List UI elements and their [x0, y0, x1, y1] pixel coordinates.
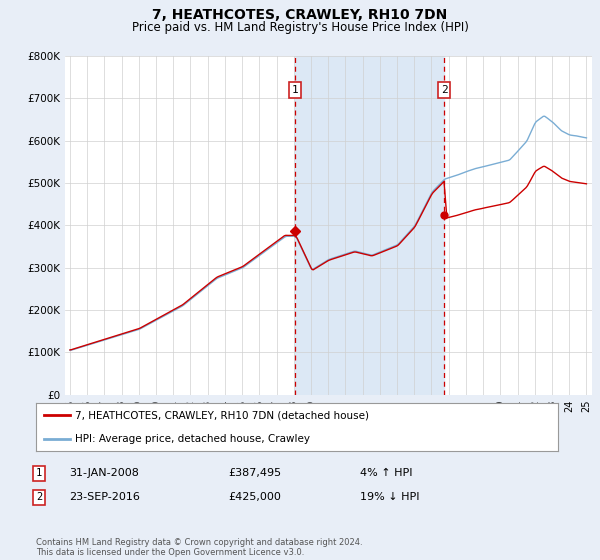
Text: 2: 2 [440, 85, 448, 95]
Text: £387,495: £387,495 [228, 468, 281, 478]
Text: £425,000: £425,000 [228, 492, 281, 502]
Text: 1: 1 [36, 468, 42, 478]
Text: 7, HEATHCOTES, CRAWLEY, RH10 7DN: 7, HEATHCOTES, CRAWLEY, RH10 7DN [152, 8, 448, 22]
Text: Contains HM Land Registry data © Crown copyright and database right 2024.
This d: Contains HM Land Registry data © Crown c… [36, 538, 362, 557]
Text: 23-SEP-2016: 23-SEP-2016 [69, 492, 140, 502]
Text: 19% ↓ HPI: 19% ↓ HPI [360, 492, 419, 502]
Text: HPI: Average price, detached house, Crawley: HPI: Average price, detached house, Craw… [75, 434, 310, 444]
Text: 2: 2 [36, 492, 42, 502]
Text: 7, HEATHCOTES, CRAWLEY, RH10 7DN (detached house): 7, HEATHCOTES, CRAWLEY, RH10 7DN (detach… [75, 410, 369, 420]
Text: 4% ↑ HPI: 4% ↑ HPI [360, 468, 413, 478]
Text: 1: 1 [292, 85, 299, 95]
Text: Price paid vs. HM Land Registry's House Price Index (HPI): Price paid vs. HM Land Registry's House … [131, 21, 469, 34]
Text: 31-JAN-2008: 31-JAN-2008 [69, 468, 139, 478]
Bar [295, 56, 444, 395]
